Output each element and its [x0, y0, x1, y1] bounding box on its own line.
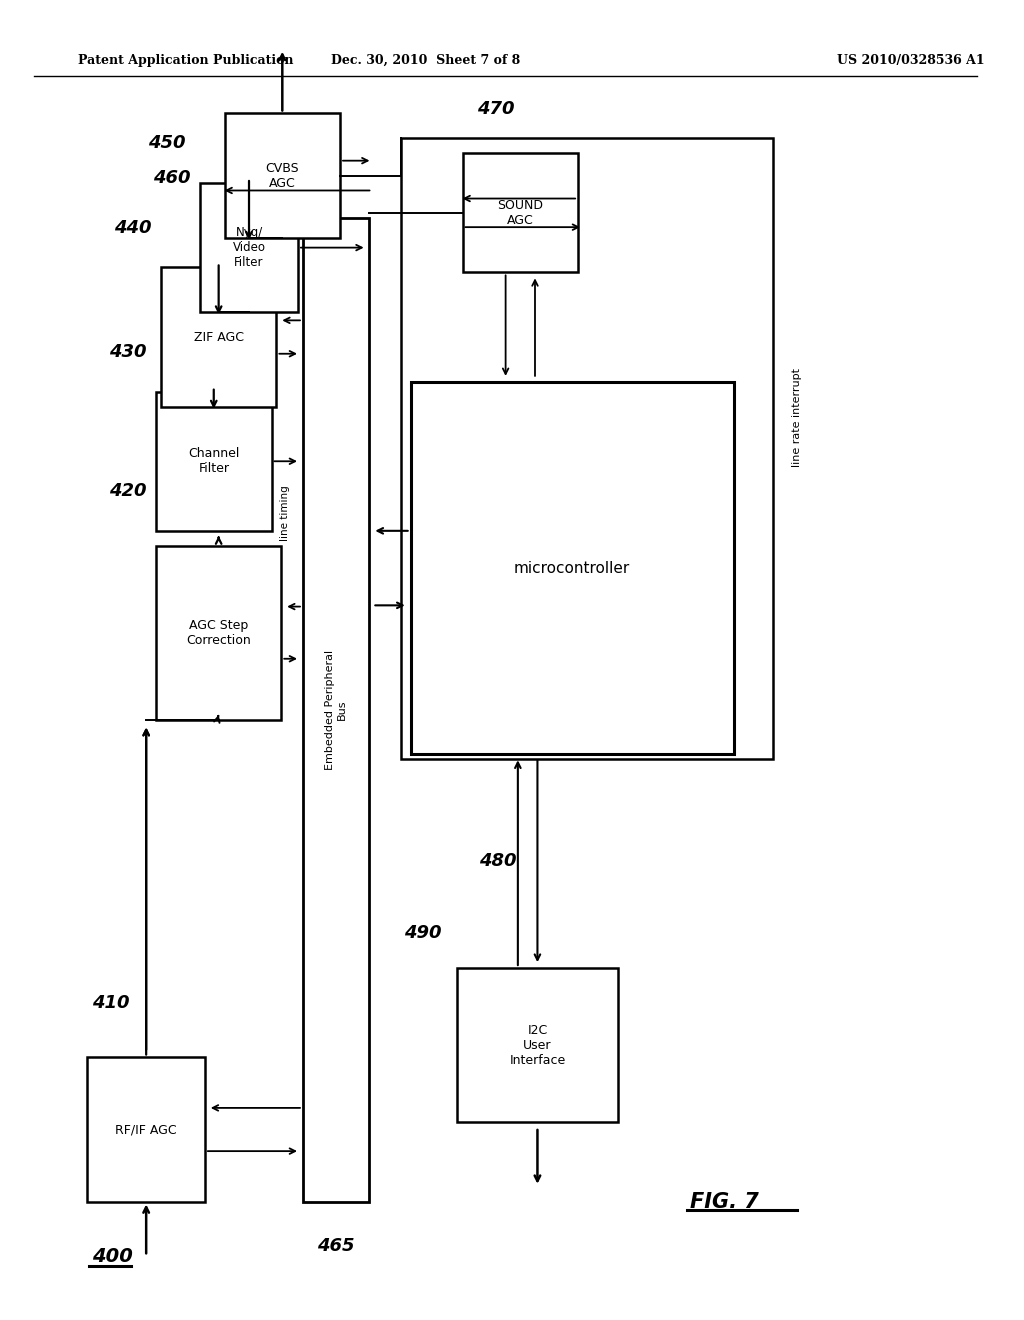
Text: AGC Step
Correction: AGC Step Correction [186, 619, 251, 647]
Text: RF/IF AGC: RF/IF AGC [116, 1123, 177, 1137]
Text: 490: 490 [404, 924, 442, 942]
Text: Patent Application Publication: Patent Application Publication [78, 54, 293, 67]
Text: 440: 440 [114, 219, 152, 236]
Text: 460: 460 [153, 169, 190, 187]
Text: 480: 480 [478, 853, 516, 870]
Text: CVBS
AGC: CVBS AGC [265, 161, 299, 190]
Bar [411, 381, 734, 755]
Text: line timing: line timing [281, 484, 290, 541]
Bar [224, 114, 340, 238]
Bar [400, 139, 773, 759]
Bar [457, 968, 618, 1122]
Text: FIG. 7: FIG. 7 [690, 1192, 759, 1212]
Bar [303, 218, 370, 1201]
Text: 450: 450 [147, 135, 185, 152]
Text: Channel
Filter: Channel Filter [188, 447, 240, 475]
Text: 470: 470 [477, 99, 515, 117]
Text: microcontroller: microcontroller [514, 561, 631, 576]
Text: Dec. 30, 2010  Sheet 7 of 8: Dec. 30, 2010 Sheet 7 of 8 [331, 54, 520, 67]
Text: ZIF AGC: ZIF AGC [194, 330, 244, 343]
Text: 430: 430 [109, 343, 146, 360]
Text: 420: 420 [109, 482, 146, 500]
Bar [463, 153, 579, 272]
Bar [87, 1057, 205, 1201]
Text: Embedded Peripheral
Bus: Embedded Peripheral Bus [326, 649, 347, 770]
Bar [156, 545, 282, 719]
Bar [156, 392, 271, 531]
Text: SOUND
AGC: SOUND AGC [498, 199, 544, 227]
Text: I2C
User
Interface: I2C User Interface [509, 1023, 565, 1067]
Bar [200, 183, 298, 313]
Text: Nyq/
Video
Filter: Nyq/ Video Filter [232, 226, 265, 269]
Bar [161, 268, 276, 407]
Text: line rate interrupt: line rate interrupt [793, 368, 803, 467]
Text: US 2010/0328536 A1: US 2010/0328536 A1 [837, 54, 984, 67]
Text: 410: 410 [92, 994, 130, 1012]
Text: 465: 465 [316, 1237, 354, 1255]
Text: 400: 400 [92, 1246, 133, 1266]
